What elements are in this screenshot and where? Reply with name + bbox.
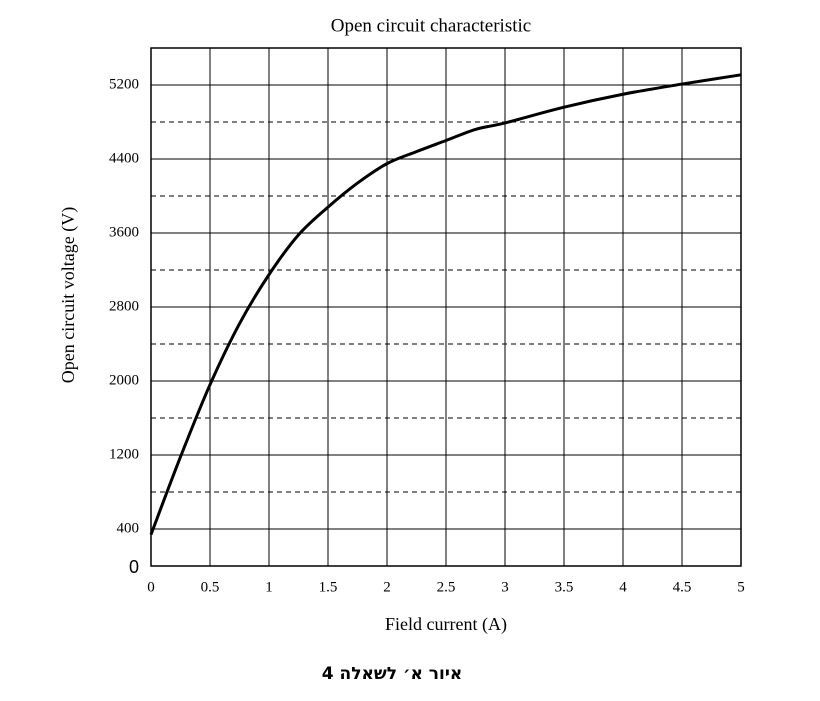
y-tick-label: 400	[117, 520, 140, 536]
x-tick-label: 3.5	[555, 579, 574, 595]
y-tick-label: 1200	[109, 446, 139, 462]
y-tick-label: 3600	[109, 224, 139, 240]
x-tick-label: 1.5	[319, 579, 338, 595]
chart-title: Open circuit characteristic	[331, 15, 531, 36]
y-tick-label: 4400	[109, 150, 139, 166]
y-tick-label: 0	[129, 557, 139, 577]
x-tick-label: 4.5	[673, 579, 692, 595]
x-axis-label: Field current (A)	[385, 614, 507, 635]
curve	[149, 73, 742, 536]
y-tick-label: 2000	[109, 372, 139, 388]
y-tick-label: 2800	[109, 298, 139, 314]
x-tick-label: 2	[383, 579, 391, 595]
figure-caption: איור א׳ לשאלה 4	[322, 664, 463, 684]
x-tick-label: 2.5	[437, 579, 456, 595]
x-tick-label: 1	[265, 579, 273, 595]
x-tick-label: 4	[619, 579, 627, 595]
y-tick-label: 5200	[109, 76, 139, 92]
x-tick-label: 0	[147, 579, 155, 595]
x-tick-label: 3	[501, 579, 509, 595]
x-tick-label: 5	[737, 579, 745, 595]
y-axis-label: Open circuit voltage (V)	[58, 207, 79, 383]
x-tick-label: 0.5	[201, 579, 220, 595]
